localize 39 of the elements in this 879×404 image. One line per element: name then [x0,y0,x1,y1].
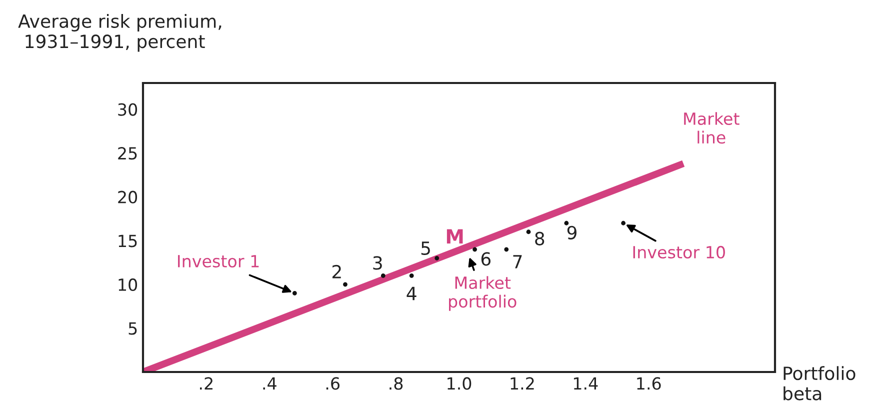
y-tick-label: 10 [118,278,138,291]
annotation: 4 [406,286,416,300]
y-tick-label: 20 [118,190,138,204]
annotation: 7 [513,255,522,268]
point [504,247,509,252]
y-axis-title: Average risk premium, 1931–1991, percent [18,14,222,52]
y-tick-label: 15 [118,234,137,248]
point [380,273,386,278]
point [621,220,626,226]
x-tick-label: .6 [326,377,340,390]
x-tick-label: 1.2 [510,377,534,390]
point [292,290,297,296]
x-axis-title: Portfolio beta [784,366,856,400]
annotation: Market line [684,112,740,144]
point [434,256,440,260]
x-tick-label: 1.4 [574,377,598,390]
y-tick-label: 30 [118,103,138,116]
annotation: Investor 1 [178,255,259,268]
x-tick-label: .2 [200,377,212,390]
annotation: 8 [535,232,544,246]
annotation: 3 [373,256,382,270]
x-tick-label: 1.0 [448,377,472,390]
annotation: Market portfolio [449,276,516,311]
annotation: 2 [332,264,341,278]
point [564,220,569,226]
annotation: 6 [481,252,491,266]
x-tick-label: .4 [263,377,276,390]
y-tick-label: 5 [128,322,137,335]
annotation: 5 [421,242,430,256]
annotation: Investor 10 [633,246,725,259]
annotation: M [446,229,463,244]
point [343,282,348,287]
x-tick-label: .8 [390,377,403,390]
x-tick-label: 1.6 [637,377,661,390]
point [526,230,531,234]
point [409,273,414,278]
annotation: 9 [567,226,576,240]
y-tick-label: 25 [118,147,137,160]
point [472,247,477,252]
